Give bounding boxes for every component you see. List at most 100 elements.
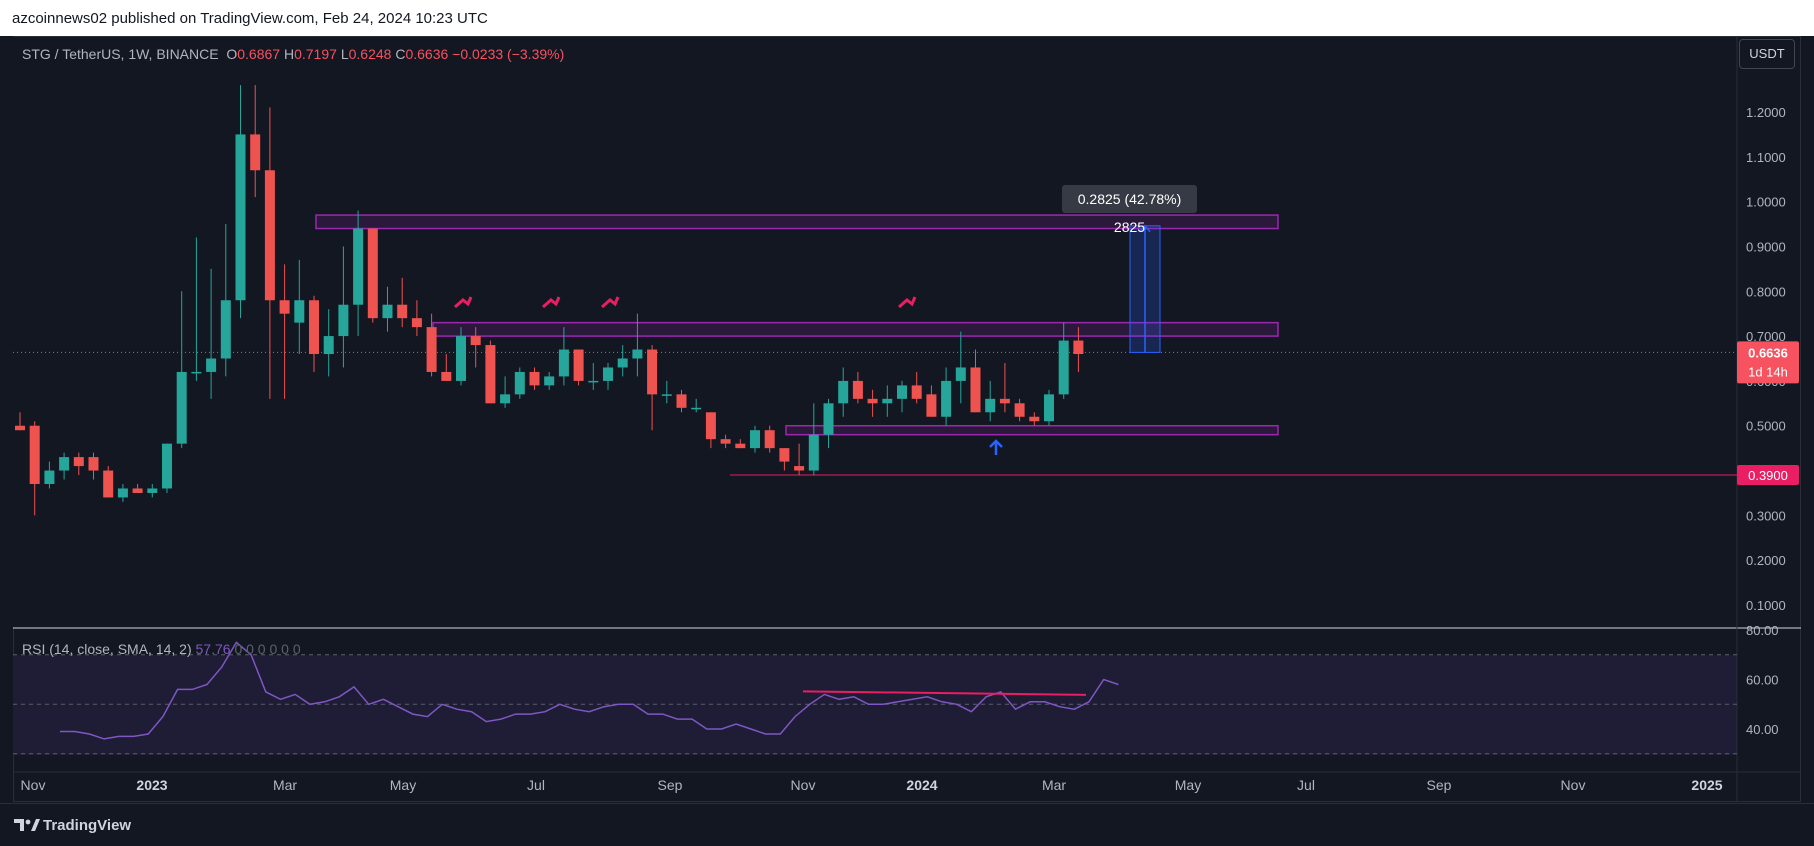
candle-body bbox=[485, 345, 496, 404]
candle-body bbox=[676, 394, 687, 408]
current-price-label: 0.6636 bbox=[1748, 345, 1788, 360]
candle-body bbox=[1073, 340, 1084, 355]
candle-body bbox=[1014, 403, 1025, 417]
rsi-tick-label: 40.00 bbox=[1746, 722, 1779, 737]
rsi-legend: RSI (14, close, SMA, 14, 2) 57.76 0 0 0 … bbox=[22, 641, 301, 657]
resistance-test-marker-icon bbox=[454, 296, 473, 309]
change-value: −0.0233 (−3.39%) bbox=[452, 46, 565, 62]
high-key: H bbox=[283, 46, 295, 62]
candle-body bbox=[558, 349, 569, 377]
price-tick-label: 0.9000 bbox=[1746, 239, 1786, 254]
candle-body bbox=[808, 434, 819, 471]
candle-body bbox=[750, 430, 760, 449]
candle-body bbox=[985, 398, 996, 413]
candle-body bbox=[353, 228, 364, 305]
candle-body bbox=[955, 367, 966, 381]
candle-body bbox=[59, 457, 70, 471]
candle-body bbox=[456, 336, 466, 381]
candle-body bbox=[1058, 340, 1069, 395]
close-key: C bbox=[395, 46, 406, 62]
time-tick-label: May bbox=[390, 777, 416, 793]
time-tick-label: Nov bbox=[1561, 777, 1586, 793]
footer: TradingView bbox=[0, 803, 1814, 846]
bounce-arrow-icon bbox=[989, 439, 1003, 455]
current-price-badge bbox=[1737, 341, 1799, 384]
open-key: O bbox=[226, 46, 238, 62]
candle-body bbox=[970, 367, 981, 413]
candle-body bbox=[441, 371, 452, 381]
price-tick-label: 1.2000 bbox=[1746, 105, 1786, 120]
candle-body bbox=[73, 457, 84, 467]
price-tick-label: 0.2000 bbox=[1746, 553, 1786, 568]
candle-body bbox=[470, 336, 481, 346]
candle-body bbox=[941, 380, 952, 417]
candle-body bbox=[29, 425, 40, 484]
candle-body bbox=[162, 443, 172, 489]
candle-body bbox=[279, 300, 290, 314]
candle-body bbox=[529, 371, 540, 386]
candle-body bbox=[176, 371, 187, 444]
time-tick-label: Jul bbox=[527, 777, 545, 793]
candle-body bbox=[1029, 416, 1040, 422]
candle-body bbox=[603, 367, 613, 381]
candle-body bbox=[691, 407, 702, 410]
candle-body bbox=[779, 448, 790, 462]
time-tick-label: 2024 bbox=[906, 777, 937, 793]
candle-body bbox=[367, 228, 378, 319]
publish-header: azcoinnews02 published on TradingView.co… bbox=[0, 0, 1814, 36]
candle-body bbox=[632, 349, 643, 359]
candle-body bbox=[382, 304, 393, 319]
candle-body bbox=[897, 385, 907, 399]
time-tick-label: Sep bbox=[658, 777, 683, 793]
tradingview-brand-text: TradingView bbox=[43, 817, 132, 834]
time-tick-label: Nov bbox=[791, 777, 816, 793]
rsi-line bbox=[60, 641, 1119, 740]
candle-body bbox=[88, 457, 99, 471]
candle-body bbox=[206, 358, 217, 372]
price-tick-label: 0.8000 bbox=[1746, 284, 1786, 299]
candle-body bbox=[911, 385, 922, 399]
candle-body bbox=[735, 443, 746, 449]
candle-body bbox=[323, 336, 334, 355]
candle-body bbox=[15, 425, 25, 431]
published-text: azcoinnews02 published on TradingView.co… bbox=[12, 10, 488, 27]
rsi-value: 57.76 bbox=[195, 641, 231, 657]
candle-body bbox=[103, 470, 114, 498]
tradingview-logo-icon bbox=[14, 819, 40, 831]
price-tick-label: 1.1000 bbox=[1746, 150, 1786, 165]
price-zone bbox=[785, 424, 1279, 436]
measure-arrow bbox=[1139, 224, 1151, 233]
candle-body bbox=[514, 371, 525, 395]
price-tick-label: 0.3000 bbox=[1746, 508, 1786, 523]
candle-body bbox=[44, 470, 55, 484]
candle-body bbox=[882, 398, 893, 404]
candle-body bbox=[338, 304, 349, 337]
candle-body bbox=[117, 488, 128, 498]
price-tick-label: 0.1000 bbox=[1746, 598, 1786, 613]
time-tick-label: Nov bbox=[21, 777, 46, 793]
candle-body bbox=[999, 398, 1010, 404]
candle-body bbox=[647, 349, 658, 395]
chart[interactable]: 1.20001.10001.00000.90000.80000.70000.60… bbox=[0, 0, 1814, 803]
measure-tooltip: 0.2825 (42.78%) 2825 bbox=[1062, 185, 1197, 235]
candle-body bbox=[617, 358, 628, 368]
currency-unit-button[interactable]: USDT bbox=[1739, 39, 1795, 69]
time-tick-label: Mar bbox=[273, 777, 297, 793]
price-tick-label: 0.5000 bbox=[1746, 419, 1786, 434]
rsi-extra-values: 0 0 0 0 0 0 bbox=[234, 641, 301, 657]
price-pane bbox=[13, 37, 1737, 627]
time-tick-label: May bbox=[1175, 777, 1201, 793]
candle-body bbox=[250, 134, 261, 171]
candle-body bbox=[544, 376, 555, 386]
time-tick-label: 2023 bbox=[136, 777, 167, 793]
candle-body bbox=[426, 327, 437, 372]
candle-body bbox=[264, 170, 275, 301]
candle-body bbox=[588, 380, 599, 383]
candle-body bbox=[838, 380, 849, 404]
candle-body bbox=[132, 488, 143, 493]
low-value: 0.6248 bbox=[348, 46, 392, 62]
price-tick-label: 0.7000 bbox=[1746, 329, 1786, 344]
rsi-label: RSI (14, close, SMA, 14, 2) bbox=[22, 641, 192, 657]
candle-body bbox=[397, 304, 408, 319]
candle-body bbox=[926, 394, 937, 417]
